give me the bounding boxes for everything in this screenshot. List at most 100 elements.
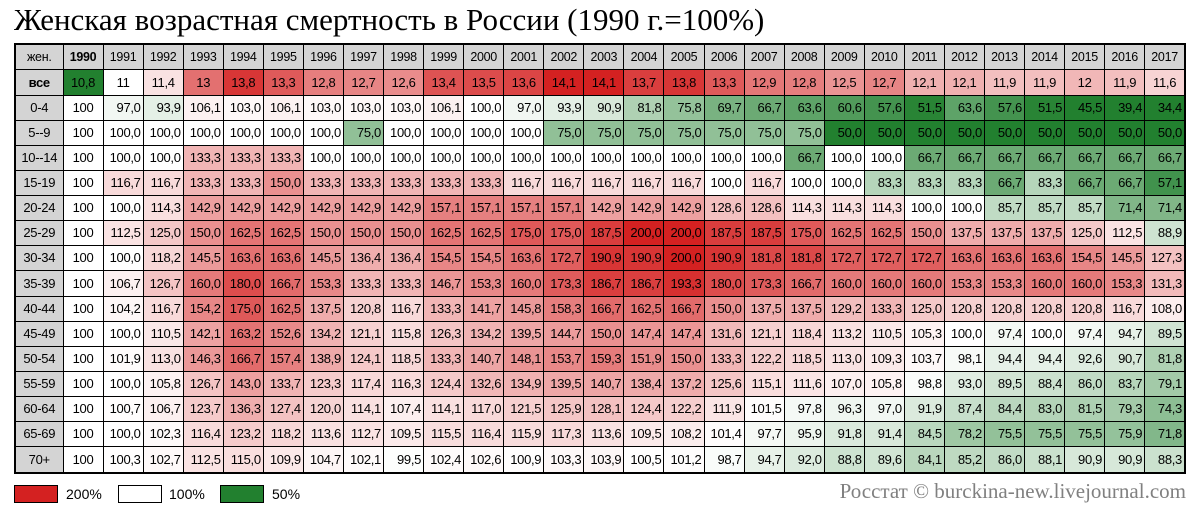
cell-20-24-1995: 142,9 bbox=[262, 195, 304, 222]
cell-15-19-1996: 133,3 bbox=[302, 169, 344, 197]
cell-30-34-1998: 136,4 bbox=[382, 245, 425, 272]
cell-20-24-2005: 142,9 bbox=[663, 195, 705, 222]
cell-45-49-1996: 134,2 bbox=[302, 320, 344, 347]
cell-25-29-1992: 125,0 bbox=[142, 220, 184, 247]
cell-40-44-2011: 125,0 bbox=[903, 295, 945, 322]
cell-0-4-2008: 63,6 bbox=[783, 94, 825, 121]
cell-5-9-1999: 100,0 bbox=[423, 119, 465, 146]
column-header-1991: 1991 bbox=[102, 43, 144, 71]
cell-50-54-1997: 124,1 bbox=[342, 345, 385, 372]
cell-total-2006: 13,3 bbox=[703, 69, 745, 96]
row-label-70-plus: 70+ bbox=[14, 446, 64, 474]
cell-70-plus-1998: 99,5 bbox=[382, 446, 425, 474]
column-header-1996: 1996 bbox=[302, 43, 344, 71]
cell-10-14-1998: 100,0 bbox=[382, 144, 425, 171]
cell-total-1991: 11 bbox=[102, 69, 144, 96]
legend-swatch-green bbox=[220, 485, 264, 503]
cell-total-1998: 12,6 bbox=[382, 69, 425, 96]
cell-10-14-2010: 100,0 bbox=[863, 144, 905, 171]
cell-5-9-2004: 75,0 bbox=[623, 119, 665, 146]
row-10-14: 10--14 100 100,0 100,0 133,3 133,3 133,3 100,0 1… bbox=[14, 144, 1186, 171]
cell-20-24-2015: 85,7 bbox=[1064, 195, 1106, 222]
column-header-2012: 2012 bbox=[943, 43, 985, 71]
source-credit: Росстат © burckina-new.livejournal.com bbox=[839, 479, 1186, 503]
cell-50-54-2015: 92,6 bbox=[1064, 345, 1106, 372]
cell-15-19-2017: 57,1 bbox=[1144, 169, 1186, 197]
cell-55-59-2002: 139,5 bbox=[543, 370, 585, 398]
cell-25-29-2005: 200,0 bbox=[663, 220, 705, 247]
cell-20-24-1994: 142,9 bbox=[222, 195, 264, 222]
corner-label: жен. bbox=[14, 43, 64, 71]
cell-40-44-1994: 175,0 bbox=[222, 295, 264, 322]
cell-35-39-2010: 160,0 bbox=[863, 270, 905, 297]
row-label-55-59: 55-59 bbox=[14, 370, 64, 398]
cell-0-4-2013: 57,6 bbox=[983, 94, 1026, 121]
cell-40-44-1993: 154,2 bbox=[182, 295, 224, 322]
cell-10-14-2000: 100,0 bbox=[463, 144, 505, 171]
cell-20-24-2007: 128,6 bbox=[743, 195, 785, 222]
cell-70-plus-2015: 90,9 bbox=[1064, 446, 1106, 474]
row-55-59: 55-59 100 100,0 105,8 126,7 143,0 133,7 123,3 11… bbox=[14, 370, 1186, 398]
cell-30-34-2016: 145,5 bbox=[1104, 245, 1146, 272]
cell-0-4-1997: 103,0 bbox=[342, 94, 385, 121]
column-header-2005: 2005 bbox=[663, 43, 705, 71]
column-header-2015: 2015 bbox=[1064, 43, 1106, 71]
cell-55-59-1992: 105,8 bbox=[142, 370, 184, 398]
cell-15-19-1993: 133,3 bbox=[182, 169, 224, 197]
cell-40-44-2015: 120,8 bbox=[1064, 295, 1106, 322]
cell-0-4-1998: 103,0 bbox=[382, 94, 425, 121]
column-header-1999: 1999 bbox=[423, 43, 465, 71]
row-label-50-54: 50-54 bbox=[14, 345, 64, 372]
column-header-2002: 2002 bbox=[543, 43, 585, 71]
column-header-2013: 2013 bbox=[983, 43, 1026, 71]
cell-35-39-2014: 160,0 bbox=[1023, 270, 1066, 297]
cell-70-plus-2003: 103,9 bbox=[583, 446, 625, 474]
column-header-2004: 2004 bbox=[623, 43, 665, 71]
column-header-1990: 1990 bbox=[62, 43, 104, 71]
cell-50-54-1991: 101,9 bbox=[102, 345, 144, 372]
cell-30-34-2007: 181,8 bbox=[743, 245, 785, 272]
cell-45-49-2017: 89,5 bbox=[1144, 320, 1186, 347]
cell-total-1993: 13 bbox=[182, 69, 224, 96]
cell-50-54-2008: 118,5 bbox=[783, 345, 825, 372]
row-35-39: 35-39 100 106,7 126,7 160,0 180,0 166,7 153,3 13… bbox=[14, 270, 1186, 297]
cell-35-39-2015: 160,0 bbox=[1064, 270, 1106, 297]
cell-15-19-2007: 116,7 bbox=[743, 169, 785, 197]
cell-15-19-2014: 83,3 bbox=[1023, 169, 1066, 197]
cell-30-34-2006: 190,9 bbox=[703, 245, 745, 272]
cell-10-14-1994: 133,3 bbox=[222, 144, 264, 171]
cell-20-24-2000: 157,1 bbox=[463, 195, 505, 222]
cell-35-39-1990: 100 bbox=[62, 270, 104, 297]
cell-40-44-2010: 133,3 bbox=[863, 295, 905, 322]
cell-35-39-1998: 133,3 bbox=[382, 270, 425, 297]
cell-20-24-2012: 100,0 bbox=[943, 195, 985, 222]
cell-0-4-2016: 39,4 bbox=[1104, 94, 1146, 121]
cell-total-2010: 12,7 bbox=[863, 69, 905, 96]
cell-10-14-2004: 100,0 bbox=[623, 144, 665, 171]
row-label-15-19: 15-19 bbox=[14, 169, 64, 197]
cell-65-69-2017: 71,8 bbox=[1144, 421, 1186, 448]
cell-25-29-2001: 175,0 bbox=[503, 220, 545, 247]
cell-0-4-1999: 106,1 bbox=[423, 94, 465, 121]
legend-label-50: 50% bbox=[272, 486, 301, 502]
cell-50-54-2001: 148,1 bbox=[503, 345, 545, 372]
cell-55-59-2009: 107,0 bbox=[823, 370, 865, 398]
column-header-2011: 2011 bbox=[903, 43, 945, 71]
row-label-65-69: 65-69 bbox=[14, 421, 64, 448]
cell-total-2016: 11,9 bbox=[1104, 69, 1146, 96]
cell-60-64-1998: 107,4 bbox=[382, 396, 425, 423]
cell-10-14-2011: 66,7 bbox=[903, 144, 945, 171]
cell-5-9-1994: 100,0 bbox=[222, 119, 264, 146]
cell-20-24-2002: 157,1 bbox=[543, 195, 585, 222]
cell-65-69-2002: 117,3 bbox=[543, 421, 585, 448]
cell-25-29-2000: 162,5 bbox=[463, 220, 505, 247]
column-header-2010: 2010 bbox=[863, 43, 905, 71]
cell-60-64-2016: 79,3 bbox=[1104, 396, 1146, 423]
cell-50-54-2003: 159,3 bbox=[583, 345, 625, 372]
cell-65-69-2006: 101,4 bbox=[703, 421, 745, 448]
cell-55-59-1994: 143,0 bbox=[222, 370, 264, 398]
cell-total-2004: 13,7 bbox=[623, 69, 665, 96]
cell-45-49-2013: 97,4 bbox=[983, 320, 1026, 347]
cell-10-14-2017: 66,7 bbox=[1144, 144, 1186, 171]
cell-30-34-2011: 172,7 bbox=[903, 245, 945, 272]
